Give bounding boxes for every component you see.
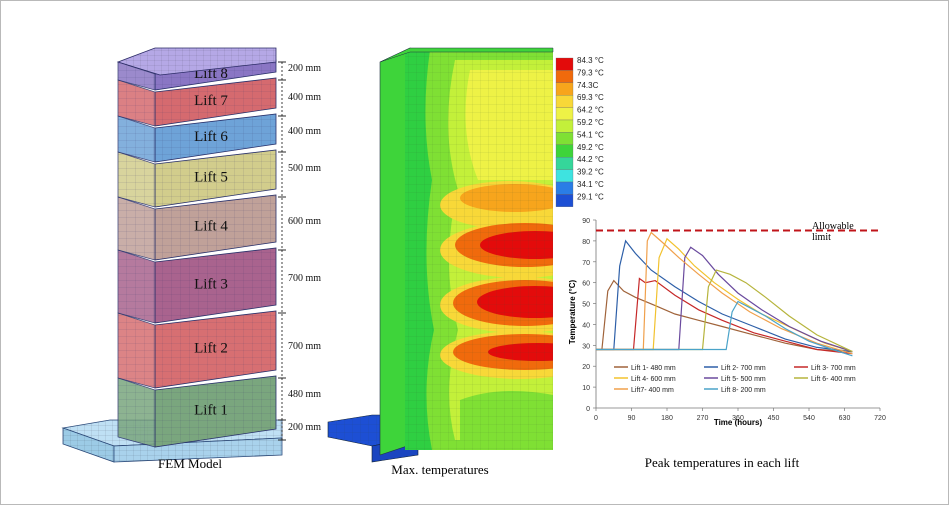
chart-series [596, 231, 853, 357]
chart-legend-label: Lift7- 400 mm [631, 387, 674, 394]
legend-swatch [555, 132, 574, 145]
legend-label: 64.2 °C [577, 106, 604, 115]
chart-legend-label: Lift 4- 600 mm [631, 376, 676, 383]
x-tick-label: 630 [839, 415, 851, 422]
series-line-2 [596, 239, 853, 353]
x-tick-label: 360 [732, 415, 744, 422]
legend-label: 84.3 °C [577, 56, 604, 65]
legend-swatch [555, 157, 574, 170]
y-tick-label: 30 [582, 343, 590, 350]
legend-label: 74.3C [577, 81, 599, 90]
legend-label: 79.3 °C [577, 68, 604, 77]
legend-swatch [555, 57, 574, 71]
allowable-limit-label-line1: Allowable [812, 221, 854, 232]
lift-4: Lift 4 [117, 194, 277, 261]
chart-axes: 0 90 180 270 360 450 540 630 720 0 10 20 30 40 50 60 70 8… [582, 218, 886, 422]
max-temperature-model: Max. temperatures [327, 47, 554, 477]
lift-1: Lift 1 [117, 375, 277, 448]
legend-label: 34.1 °C [577, 180, 604, 189]
dimension-label: 400 mm [288, 126, 321, 137]
legend-label: 49.2 °C [577, 143, 604, 152]
chart-legend-label: Lift 2- 700 mm [721, 365, 766, 372]
chart-legend-label: Lift 8- 200 mm [721, 387, 766, 394]
x-tick-label: 270 [697, 415, 709, 422]
lift-7: Lift 7 [117, 77, 277, 127]
dimension-label: 700 mm [288, 341, 321, 352]
lift-label: Lift 7 [194, 93, 228, 109]
lift-8: Lift 8 [117, 59, 277, 91]
fem-caption: FEM Model [158, 456, 222, 471]
series-line-5 [596, 246, 853, 353]
legend-label: 59.2 °C [577, 118, 604, 127]
dimension-label: 200 mm [288, 63, 321, 74]
fem-model: Lift 1 Lift 2 Lift 3 Lift 4 Lift 5 Lift 6 Lift… [61, 47, 321, 471]
dimension-label: 200 mm [288, 422, 321, 433]
legend-swatch [555, 144, 574, 158]
y-tick-label: 40 [582, 322, 590, 329]
chart-y-axis-label: Temperature (°C) [568, 279, 577, 344]
dimension-label: 600 mm [288, 216, 321, 227]
lift-5: Lift 5 [117, 149, 277, 208]
allowable-limit-label-line2: limit [812, 232, 831, 243]
series-line-6 [596, 269, 853, 353]
x-tick-label: 540 [803, 415, 815, 422]
dimension-label: 480 mm [288, 389, 321, 400]
chart-caption: Peak temperatures in each lift [645, 455, 800, 470]
x-tick-label: 450 [768, 415, 780, 422]
legend-label: 54.1 °C [577, 130, 604, 139]
legend-label: 44.2 °C [577, 155, 604, 164]
lift-2: Lift 2 [117, 310, 277, 389]
legend-swatch [555, 107, 574, 121]
y-tick-label: 20 [582, 364, 590, 371]
legend-swatch [555, 119, 574, 133]
dimension-label: 500 mm [288, 163, 321, 174]
y-tick-label: 0 [586, 406, 590, 413]
chart-plot-background [570, 212, 880, 427]
chart-legend-label: Lift 3- 700 mm [811, 365, 856, 372]
x-tick-label: 0 [594, 415, 598, 422]
dimension-label: 400 mm [288, 92, 321, 103]
lift-label: Lift 6 [194, 129, 228, 145]
y-tick-label: 50 [582, 302, 590, 309]
series-line-1 [596, 279, 853, 353]
series-line-8 [596, 300, 853, 357]
fem-dimension-lines: 200 mm 400 mm 400 mm 500 mm 600 mm 700 mm 700 … [278, 61, 321, 441]
chart-legend: Lift 1- 480 mm Lift 2- 700 mm Lift 3- 700 … [614, 365, 856, 394]
y-tick-label: 80 [582, 239, 590, 246]
max-temp-caption: Max. temperatures [391, 462, 488, 477]
legend-swatch [555, 181, 574, 195]
temperature-legend: 84.3 °C 79.3 °C 74.3C 69.3 °C 64.2 °C 59.2 °C… [555, 56, 604, 207]
series-line-3 [596, 277, 853, 355]
y-tick-label: 90 [582, 218, 590, 225]
x-tick-label: 90 [628, 415, 636, 422]
legend-swatch [555, 194, 574, 207]
chart-legend-label: Lift 1- 480 mm [631, 365, 676, 372]
y-tick-label: 70 [582, 260, 590, 267]
lift-label: Lift 4 [194, 219, 228, 235]
chart-x-axis-label: Time (hours) [714, 418, 763, 427]
legend-swatch [555, 70, 574, 83]
series-line-7 [596, 231, 853, 355]
chart-legend-label: Lift 6- 400 mm [811, 376, 856, 383]
lift-label: Lift 5 [194, 170, 228, 186]
dimension-label: 700 mm [288, 273, 321, 284]
chart-legend-label: Lift 5- 500 mm [721, 376, 766, 383]
legend-label: 69.3 °C [577, 93, 604, 102]
lift-6: Lift 6 [117, 113, 277, 163]
y-tick-label: 60 [582, 281, 590, 288]
x-tick-label: 720 [874, 415, 886, 422]
legend-label: 29.1 °C [577, 192, 604, 201]
legend-swatch [555, 169, 574, 183]
legend-swatch [555, 95, 574, 108]
lift-3: Lift 3 [117, 247, 277, 324]
lift-label: Lift 2 [194, 341, 228, 357]
lift-label: Lift 3 [194, 277, 228, 293]
legend-label: 39.2 °C [577, 168, 604, 177]
legend-swatch [555, 82, 574, 96]
x-tick-label: 180 [661, 415, 673, 422]
peak-temperature-chart: 0 90 180 270 360 450 540 630 720 0 10 20 30 40 50 60 70 8… [568, 212, 886, 470]
y-tick-label: 10 [582, 385, 590, 392]
lift-label: Lift 1 [194, 403, 228, 419]
